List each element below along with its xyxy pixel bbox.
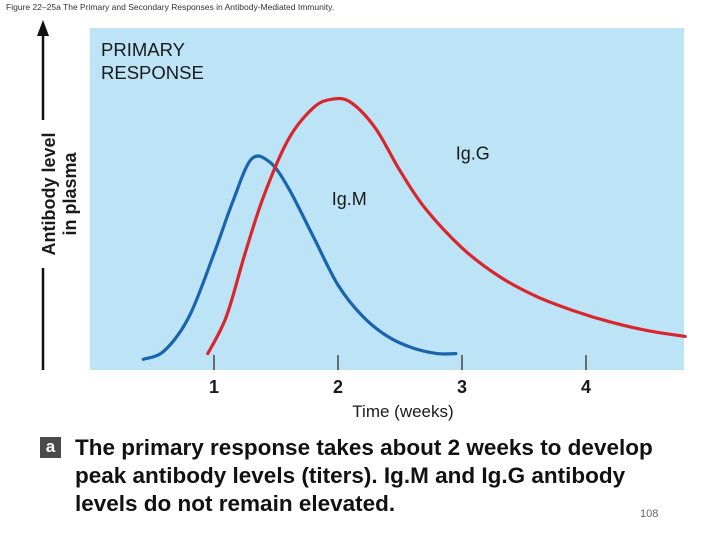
x-axis-ticks: 1 2 3 4 [209,355,591,397]
chart-title-line: RESPONSE [101,62,204,83]
page-number: 108 [640,508,659,520]
series-annotations: Ig.G Ig.M [332,143,490,209]
panel-badge: a [40,437,61,458]
figure-description: a The primary response takes about 2 wee… [40,434,660,518]
series-lines [141,96,687,361]
x-tick-label: 4 [581,377,591,397]
y-axis-label-line: Antibody level [39,132,59,255]
y-axis-label-line: in plasma [60,151,80,235]
antibody-response-chart: Antibody levelin plasma PRIMARY RESPONSE … [30,20,687,421]
figure-caption: Figure 22–25a The Primary and Secondary … [6,2,335,12]
x-tick-label: 1 [209,377,219,397]
annotation-ig-m: Ig.M [332,189,367,209]
y-axis-label-text: Antibody levelin plasma [39,132,80,255]
series-line-ig-g [206,96,687,356]
x-tick-label: 2 [333,377,343,397]
x-axis-label: Time (weeks) [352,402,453,421]
x-tick-label: 3 [457,377,467,397]
y-axis-label-backing [30,120,82,268]
chart-title-text: PRIMARY RESPONSE [101,39,204,83]
annotation-ig-g: Ig.G [456,143,490,163]
description-text: The primary response takes about 2 weeks… [75,435,653,516]
y-axis-label: Antibody levelin plasma [30,120,82,268]
series-line-ig-m [141,154,458,361]
y-axis-arrow-head [37,20,49,36]
chart-title: PRIMARY RESPONSE [101,39,204,83]
chart-title-line: PRIMARY [101,39,185,60]
